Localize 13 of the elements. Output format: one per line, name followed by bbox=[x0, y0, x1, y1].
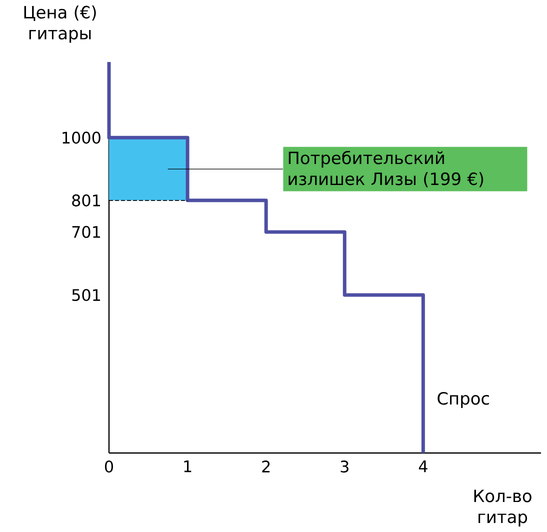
x-tick-label: 2 bbox=[262, 460, 270, 472]
y-axis-title: Цена (€) гитары bbox=[24, 6, 96, 43]
x-tick-label: 4 bbox=[418, 460, 428, 472]
series-label: Спрос bbox=[438, 392, 489, 408]
annotation: Потребительский излишек Лизы (199 €) bbox=[288, 150, 484, 188]
y-tick-label: 501 bbox=[72, 288, 100, 302]
x-tick-label: 3 bbox=[340, 460, 348, 473]
y-tick-label: 701 bbox=[72, 226, 100, 238]
x-tick-label: 1 bbox=[184, 460, 192, 472]
x-axis-title: Кол-во гитар bbox=[474, 490, 532, 526]
y-tick-label: 801 bbox=[72, 194, 100, 206]
y-tick-label: 1000 bbox=[62, 132, 100, 144]
x-tick-label: 0 bbox=[104, 460, 114, 473]
